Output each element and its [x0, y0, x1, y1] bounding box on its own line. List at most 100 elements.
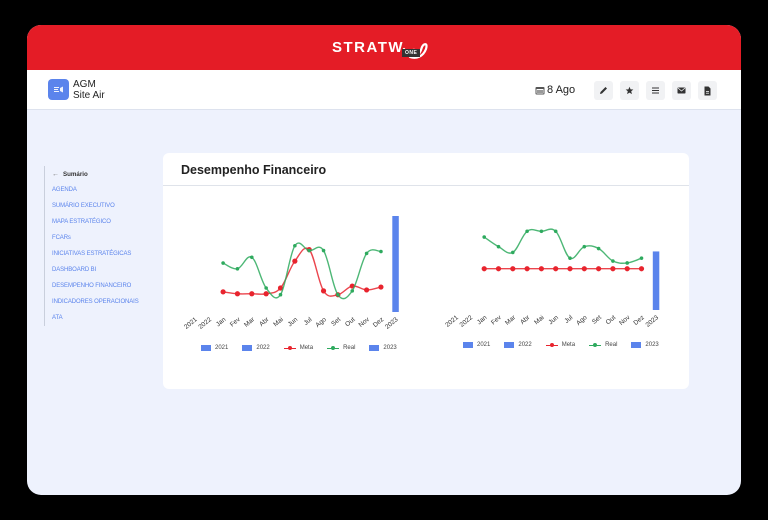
bar-swatch-icon: [369, 345, 380, 351]
point-real[interactable]: [278, 292, 283, 297]
favorite-button[interactable]: [620, 81, 639, 100]
point-real[interactable]: [625, 261, 629, 265]
point-meta[interactable]: [263, 291, 269, 297]
point-meta[interactable]: [220, 289, 226, 295]
legend-label: 2023: [645, 342, 659, 348]
document-button[interactable]: [698, 81, 717, 100]
bar-swatch-icon: [463, 342, 473, 348]
point-real[interactable]: [553, 229, 558, 234]
x-tick-label: Set: [330, 316, 342, 328]
presentation-icon: [54, 86, 63, 93]
point-real[interactable]: [250, 255, 254, 260]
nav-item-agenda[interactable]: AGENDA: [52, 187, 77, 193]
nav-item-indicadores[interactable]: INDICADORES OPERACIONAIS: [52, 299, 139, 305]
point-meta[interactable]: [596, 266, 602, 272]
legend-item-2021[interactable]: 2021: [201, 345, 228, 351]
point-real[interactable]: [611, 259, 615, 263]
legend-item-2023[interactable]: 2023: [369, 345, 397, 351]
point-meta[interactable]: [320, 288, 327, 294]
point-real[interactable]: [321, 248, 326, 253]
nav-item-iniciativas[interactable]: INICIATIVAS ESTRATÉGICAS: [52, 251, 132, 257]
point-meta[interactable]: [364, 287, 370, 293]
x-tick-label: Abr: [519, 314, 532, 326]
point-real[interactable]: [336, 292, 340, 297]
point-meta[interactable]: [567, 266, 573, 272]
point-meta[interactable]: [510, 266, 516, 272]
legend-label: 2023: [383, 345, 397, 351]
point-real[interactable]: [364, 251, 369, 256]
point-meta[interactable]: [624, 266, 630, 272]
point-meta[interactable]: [249, 291, 255, 297]
point-real[interactable]: [525, 229, 529, 234]
x-tick-label: 2022: [459, 314, 475, 329]
legend-item-meta[interactable]: Meta: [283, 345, 313, 351]
point-real[interactable]: [639, 256, 644, 260]
app-header: AGM Site Air 8 Ago: [27, 70, 741, 110]
point-real[interactable]: [379, 249, 383, 254]
point-meta[interactable]: [481, 266, 487, 272]
point-real[interactable]: [568, 256, 572, 260]
nav-item-mapa-estrategico[interactable]: MAPA ESTRATÉGICO: [52, 219, 111, 225]
x-tick-label: Mar: [243, 316, 257, 329]
x-tick-label: Abr: [258, 316, 271, 328]
x-tick-label: Nov: [618, 314, 632, 327]
point-real[interactable]: [264, 286, 268, 290]
point-meta[interactable]: [234, 291, 241, 297]
app-title-line2: Site Air: [73, 90, 105, 101]
nav-item-ata[interactable]: ATA: [52, 315, 63, 321]
point-meta[interactable]: [524, 266, 530, 272]
x-tick-label: Ago: [575, 314, 589, 327]
legend-item-meta[interactable]: Meta: [545, 342, 576, 348]
legend-item-2023[interactable]: 2023: [631, 342, 659, 348]
point-meta[interactable]: [292, 258, 298, 264]
point-meta[interactable]: [277, 285, 284, 291]
point-real[interactable]: [293, 243, 297, 248]
stratws-logo[interactable]: STRATW ONE: [332, 35, 436, 61]
point-real[interactable]: [511, 250, 515, 255]
point-meta[interactable]: [610, 266, 616, 272]
x-tick-label: Jan: [476, 314, 489, 326]
bar-2023[interactable]: [652, 251, 660, 310]
point-real[interactable]: [496, 244, 501, 249]
point-meta[interactable]: [378, 284, 384, 290]
point-real[interactable]: [482, 235, 486, 239]
x-tick-label: Dez: [632, 314, 645, 327]
legend-item-2021[interactable]: 2021: [463, 342, 490, 348]
meta-line-swatch-icon: [283, 345, 296, 350]
nav-item-fcars[interactable]: FCARs: [52, 235, 71, 241]
app-icon[interactable]: [48, 79, 69, 100]
back-to-summary-link[interactable]: ← Sumário: [52, 166, 164, 182]
legend-item-2022[interactable]: 2022: [242, 345, 270, 351]
point-real[interactable]: [307, 248, 311, 253]
point-real[interactable]: [582, 244, 587, 249]
legend-label: Real: [605, 342, 618, 348]
x-tick-label: 2021: [183, 316, 199, 331]
point-real[interactable]: [539, 229, 544, 234]
edit-button[interactable]: [594, 81, 613, 100]
email-button[interactable]: [672, 81, 691, 100]
legend-label: Meta: [561, 342, 576, 348]
nav-item-sumario-executivo[interactable]: SUMÁRIO EXECUTIVO: [52, 203, 115, 209]
legend-item-real[interactable]: Real: [589, 342, 617, 348]
point-meta[interactable]: [581, 266, 587, 272]
nav-item-dashboard-bi[interactable]: DASHBOARD BI: [52, 267, 97, 273]
point-real[interactable]: [235, 267, 240, 271]
nav-item-desempenho-financeiro[interactable]: DESEMPENHO FINANCEIRO: [52, 283, 132, 289]
calendar-icon: [535, 86, 545, 94]
point-meta[interactable]: [495, 266, 502, 272]
menu-button[interactable]: [646, 81, 665, 100]
bar-2023[interactable]: [392, 216, 399, 312]
mail-icon: [677, 87, 686, 94]
point-real[interactable]: [350, 289, 355, 293]
legend-item-real[interactable]: Real: [327, 345, 355, 351]
file-icon: [704, 86, 711, 95]
point-real[interactable]: [221, 261, 225, 265]
point-real[interactable]: [596, 246, 601, 251]
legend-item-2022[interactable]: 2022: [504, 342, 532, 348]
point-meta[interactable]: [553, 266, 559, 272]
point-meta[interactable]: [538, 266, 544, 272]
date-display: 8 Ago: [535, 84, 575, 96]
bar-swatch-icon: [201, 345, 211, 351]
point-meta[interactable]: [638, 266, 645, 272]
